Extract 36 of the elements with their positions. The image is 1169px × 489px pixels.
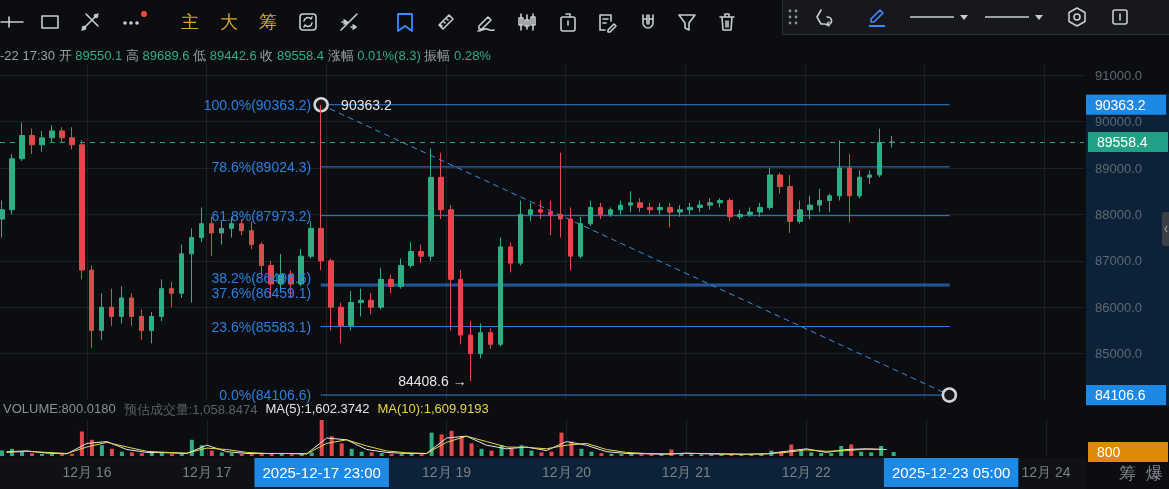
x-tick-label: 2025-12-17 23:00 (262, 464, 381, 481)
text: -22 17:30 开 89550.1 高 89689.6 低 89442.6 收 89558.4 涨幅 0.01%(8.3) 振幅 0.28% (0, 48, 491, 63)
y-tick-label: 86000.0 (1095, 299, 1142, 315)
x-tick-label: 12月 17 (182, 464, 232, 480)
y-tick-label: 90363.2 (1095, 96, 1146, 113)
series-label: 78.6%(89024.3) (211, 158, 312, 175)
text: 800 (1088, 442, 1168, 463)
x-tick-label: 12月 16 (62, 464, 112, 480)
series-label: MA(10):1,609.9193 (377, 401, 489, 418)
y-tick-label: 85000.0 (1095, 346, 1142, 362)
ref-line-label: 89558.4 (1088, 132, 1168, 153)
text: 大 (220, 11, 238, 34)
text: VOLUME:800.0180 (3, 401, 116, 418)
text: 预估成交量:1,058.8474 (123, 402, 258, 419)
x-tick-label: 12月 24 (1021, 464, 1071, 480)
x-tick-label: 12月 21 (661, 464, 712, 480)
text: MA(5):1,602.3742 (265, 401, 370, 418)
y-tick-label: 87000.0 (1095, 253, 1142, 269)
x-tick-label: 12月 19 (422, 464, 472, 480)
text: 主 (181, 11, 199, 34)
text: 筹 (259, 11, 277, 34)
y-tick-label: 90000.0 (1095, 114, 1142, 130)
x-tick-label: 12月 22 (781, 464, 831, 480)
series-label: 61.8%(87973.2) (211, 207, 312, 224)
y-tick-label: 88000.0 (1095, 206, 1142, 222)
y-tick-label: 91000.0 (1095, 67, 1142, 83)
series-label: 100.0%(90363.2) (203, 96, 312, 113)
text: 筹 (1118, 462, 1136, 485)
y-tick-label: 84106.6 (1095, 387, 1146, 404)
x-tick-label: 12月 20 (541, 464, 592, 480)
annotation: 84408.6 → (398, 373, 467, 390)
series-label: 23.6%(85583.1) (211, 318, 312, 335)
y-tick-label: 89000.0 (1095, 160, 1142, 176)
x-tick-label: 2025-12-23 05:00 (891, 464, 1011, 481)
series-label: 0.0%(84106.6) (219, 387, 312, 404)
text: 爆 (1145, 462, 1163, 485)
